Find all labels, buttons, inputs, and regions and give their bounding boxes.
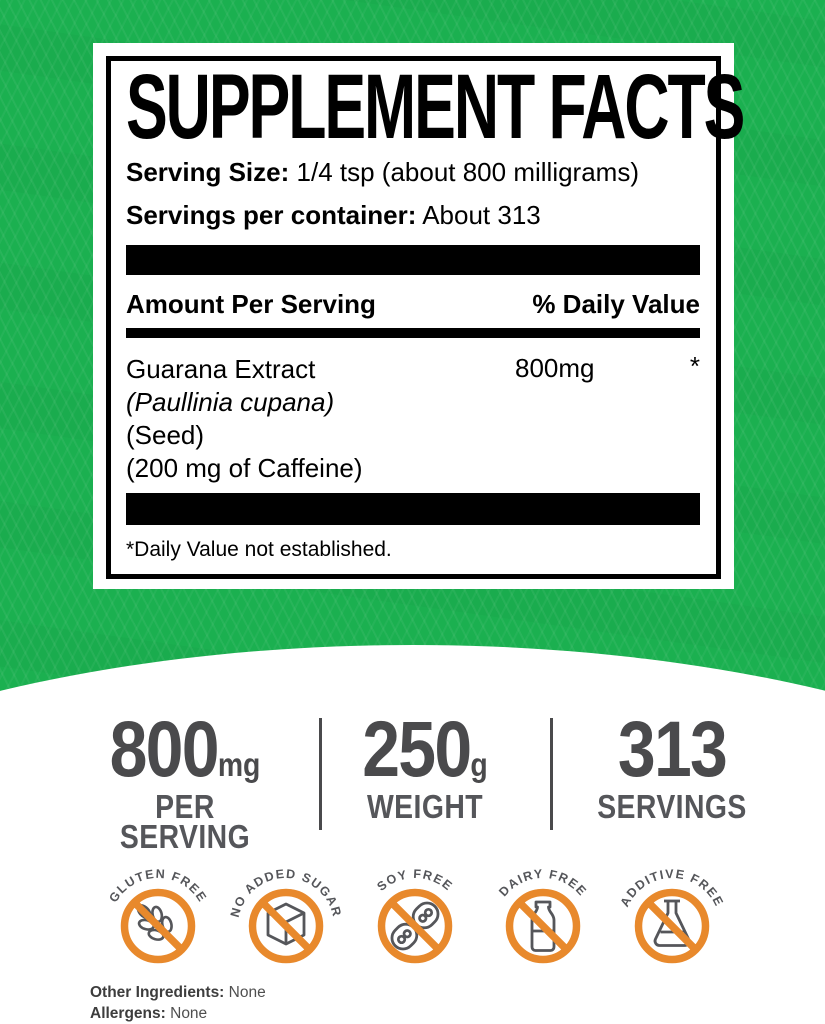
stat-weight: 250g WEIGHT: [310, 709, 540, 825]
no-added-sugar-badge: NO ADDED SUGAR: [228, 867, 343, 964]
prohibition-slash: [131, 899, 185, 953]
stat-divider: [319, 718, 322, 830]
ingredient-latin-name: (Paullinia cupana): [126, 387, 335, 417]
stat-weight-label: WEIGHT: [366, 788, 484, 825]
soy-free-badge: SOY FREE: [374, 867, 454, 964]
ingredient-caffeine-note: (200 mg of Caffeine): [126, 453, 363, 483]
additive-free-label: ADDITIVE FREE: [618, 867, 725, 909]
stat-per-serving-unit: mg: [217, 746, 261, 783]
stat-per-serving-label: PER SERVING: [119, 788, 251, 855]
panel-title: SUPPLEMENT FACTS: [126, 56, 745, 158]
additive-free-badge: ADDITIVE FREE: [618, 867, 727, 964]
daily-value-header: % Daily Value: [532, 289, 700, 319]
ingredient-dv-asterisk: *: [689, 351, 700, 381]
serving-size-value: 1/4 tsp (about 800 milligrams): [289, 157, 640, 187]
prohibition-ring: [634, 888, 710, 964]
prohibition-slash: [645, 899, 699, 953]
ingredient-part: (Seed): [126, 420, 205, 450]
prohibition-slash: [259, 899, 313, 953]
ingredient-name-block: Guarana Extract (Paullinia cupana) (Seed…: [126, 353, 363, 485]
prohibition-ring: [377, 888, 453, 964]
prohibition-slash: [516, 899, 570, 953]
svg-text:ADDITIVE FREE: ADDITIVE FREE: [618, 867, 727, 909]
gluten-free-label: GLUTEN FREE: [106, 867, 208, 905]
ingredient-amount: 800mg: [515, 353, 595, 383]
supplement-facts-panel: SUPPLEMENT FACTS Serving Size: 1/4 tsp (…: [93, 43, 745, 589]
ingredient-name: Guarana Extract: [126, 354, 316, 384]
dairy-free-badge: DAIRY FREE: [496, 867, 588, 964]
svg-text:GLUTEN FREE: GLUTEN FREE: [106, 867, 209, 905]
other-ingredients-line: Other Ingredients: None: [90, 984, 266, 1002]
allergens-label: Allergens:: [90, 1005, 166, 1022]
stat-per-serving: 800mg PER SERVING: [70, 709, 300, 855]
allergens-line: Allergens: None: [90, 1005, 207, 1023]
other-ingredients-value: None: [224, 984, 266, 1001]
stat-servings: 313 SERVINGS: [557, 709, 787, 825]
prohibition-ring: [120, 888, 196, 964]
divider-bar-thick-top: [126, 245, 700, 275]
stat-divider: [550, 718, 553, 830]
stat-per-serving-value: 800: [109, 704, 220, 793]
divider-bar-thick-bottom: [126, 493, 700, 525]
prohibition-ring: [505, 888, 581, 964]
stat-servings-value: 313: [617, 704, 728, 793]
servings-value: About 313: [416, 200, 541, 230]
serving-size-label: Serving Size:: [126, 157, 290, 187]
servings-label: Servings per container:: [126, 200, 417, 230]
stat-weight-value: 250: [362, 704, 472, 793]
servings-per-container-line: Servings per container: About 313: [126, 200, 541, 231]
prohibition-ring: [248, 888, 324, 964]
serving-size-line: Serving Size: 1/4 tsp (about 800 milligr…: [126, 157, 639, 188]
gluten-free-badge: GLUTEN FREE: [106, 867, 209, 964]
daily-value-footnote: *Daily Value not established.: [126, 538, 392, 561]
stat-servings-label: SERVINGS: [597, 788, 747, 825]
supplement-facts-border: SUPPLEMENT FACTS Serving Size: 1/4 tsp (…: [106, 56, 745, 579]
stat-weight-unit: g: [470, 746, 488, 783]
table-header-row: Amount Per Serving % Daily Value: [126, 289, 700, 320]
divider-bar-thin: [126, 328, 700, 338]
other-ingredients-label: Other Ingredients:: [90, 984, 225, 1001]
prohibition-slash: [388, 899, 442, 953]
amount-per-serving-header: Amount Per Serving: [126, 289, 376, 319]
allergens-value: None: [165, 1005, 208, 1022]
